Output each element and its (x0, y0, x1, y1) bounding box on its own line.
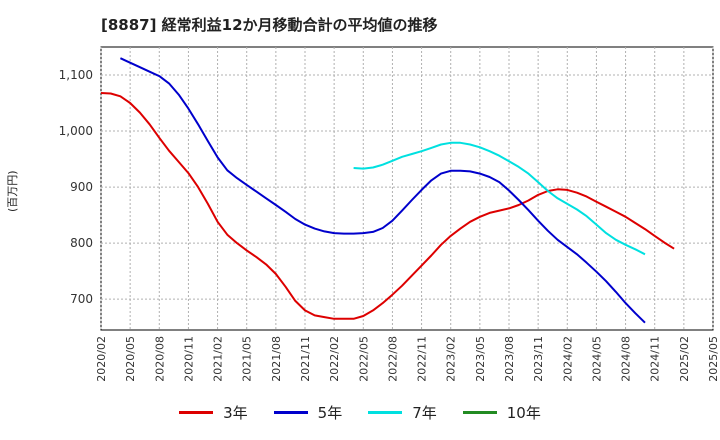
y-tick-label: 1,100 (59, 68, 93, 82)
legend-item-1: 3年 (179, 402, 248, 423)
x-tick-label: 2020/08 (153, 336, 166, 382)
series-line-2 (119, 57, 646, 324)
x-tick-label: 2020/05 (124, 336, 137, 382)
y-tick-label: 1,000 (59, 124, 93, 138)
plot-area (100, 46, 714, 331)
x-tick-label: 2021/11 (299, 336, 312, 382)
legend-label: 7年 (412, 404, 437, 422)
legend-item-4: 10年 (462, 402, 541, 423)
x-tick-label: 2022/11 (416, 336, 429, 382)
y-tick-label: 900 (70, 180, 93, 194)
x-tick-label: 2024/11 (649, 336, 662, 382)
x-tick-label: 2024/02 (561, 336, 574, 382)
x-tick-label: 2021/02 (212, 336, 225, 382)
x-tick-label: 2023/08 (503, 336, 516, 382)
legend-swatch (273, 411, 308, 414)
y-tick-label: 800 (70, 236, 93, 250)
x-tick-label: 2025/05 (707, 336, 720, 382)
chart-title: [8887] 経常利益12か月移動合計の平均値の推移 (101, 16, 438, 34)
x-tick-label: 2021/05 (241, 336, 254, 382)
legend-item-2: 5年 (273, 402, 343, 423)
x-tick-label: 2022/02 (328, 336, 341, 382)
x-tick-label: 2020/11 (182, 336, 195, 382)
x-tick-label: 2023/02 (445, 336, 458, 382)
legend-label: 10年 (506, 404, 541, 422)
x-tick-label: 2022/05 (357, 336, 370, 382)
legend-swatch (368, 411, 403, 414)
legend-item-3: 7年 (368, 402, 437, 423)
legend-swatch (462, 411, 497, 414)
x-tick-label: 2025/02 (678, 336, 691, 382)
x-tick-label: 2024/08 (620, 336, 633, 382)
legend-swatch (179, 411, 214, 414)
y-tick-label: 700 (70, 292, 93, 306)
series-line-3 (353, 141, 646, 256)
x-tick-label: 2023/11 (532, 336, 545, 382)
x-tick-label: 2023/05 (474, 336, 487, 382)
legend-label: 5年 (317, 404, 343, 422)
x-tick-label: 2022/08 (386, 336, 399, 382)
x-tick-label: 2021/08 (270, 336, 283, 382)
legend-label: 3年 (223, 404, 248, 422)
series-line-1 (100, 92, 675, 320)
x-tick-label: 2024/05 (590, 336, 603, 382)
x-tick-label: 2020/02 (95, 336, 108, 382)
chart-legend: 3年 5年 7年 10年 (0, 402, 720, 423)
